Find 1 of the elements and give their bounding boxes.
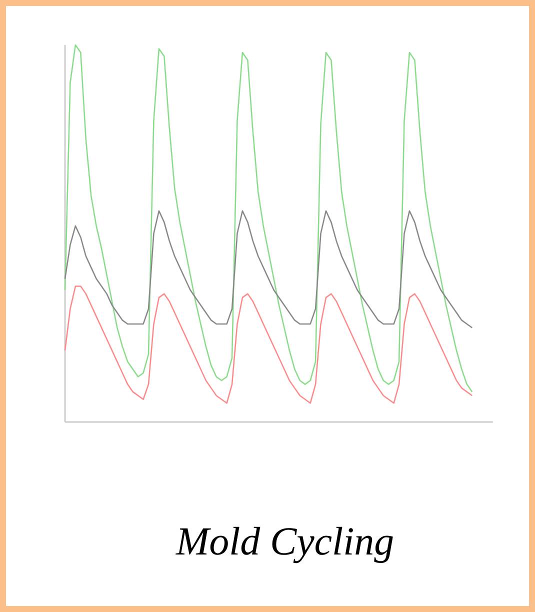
text: Mold Cycling <box>176 526 393 564</box>
